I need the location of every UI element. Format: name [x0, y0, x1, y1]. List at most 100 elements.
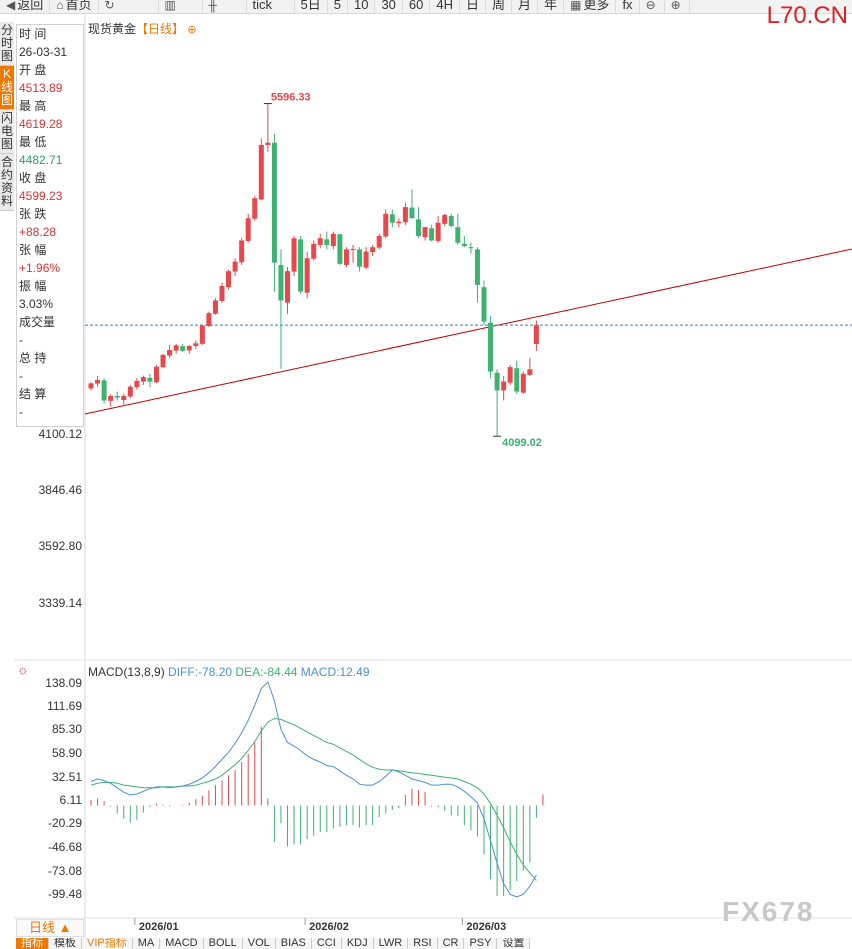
tab-templates[interactable]: 模板	[49, 938, 82, 949]
candle-up	[291, 238, 297, 272]
grid-icon: ▦	[570, 0, 582, 12]
refresh-button[interactable]: ↻	[99, 0, 159, 13]
tab-boll[interactable]: BOLL	[203, 938, 243, 949]
low-value: 4482.71	[19, 153, 63, 167]
macd-dea-line	[90, 717, 537, 881]
price-tick: 3339.14	[38, 596, 82, 610]
low-label: 最 低	[19, 135, 47, 149]
candle-up	[219, 286, 225, 301]
candle-up	[226, 271, 232, 288]
zoom-in-button[interactable]: ⊕	[665, 0, 690, 13]
tab-cr[interactable]: CR	[437, 938, 465, 949]
candle-up	[167, 350, 173, 356]
tab-ma[interactable]: MA	[132, 938, 161, 949]
period-day-button[interactable]: 日	[460, 0, 487, 13]
zoom-out-icon: ⊖	[645, 0, 656, 12]
home-button[interactable]: ⌂ 首页	[50, 0, 99, 13]
max-price-label: 5596.33	[271, 92, 311, 104]
tab-lwr[interactable]: LWR	[373, 938, 409, 949]
refresh-icon: ↻	[104, 0, 115, 12]
tab-settings[interactable]: 设置	[497, 938, 531, 949]
candle-up	[108, 395, 114, 401]
candle-down	[514, 368, 520, 392]
candle-up	[193, 343, 199, 347]
macd-tick: 6.11	[59, 793, 82, 807]
more-button[interactable]: ▦ 更多	[564, 0, 617, 13]
candle-up	[330, 233, 336, 247]
candle-up	[258, 144, 264, 200]
candle-down	[494, 372, 500, 391]
candle-up	[199, 325, 205, 344]
period-5min-button[interactable]: 5	[328, 0, 348, 13]
pct-label: 张 幅	[19, 243, 47, 257]
candle-up	[507, 367, 513, 383]
chart-title: 现货黄金【日线】 ⊕	[88, 20, 197, 37]
high-value: 4619.28	[19, 117, 63, 131]
back-button[interactable]: ◀ 返回	[0, 0, 51, 13]
candle-up	[527, 369, 533, 375]
candle-up	[363, 251, 369, 268]
info-panel: 时 间 26-03-31 开 盘 4513.89 最 高 4619.28 最 低…	[16, 24, 84, 427]
open-interest-label: 总 持	[19, 351, 47, 365]
open-interest-value: -	[19, 369, 23, 383]
period-60min-button[interactable]: 60	[403, 0, 431, 13]
amplitude-label: 振 幅	[19, 279, 47, 293]
candle-down	[429, 228, 435, 241]
candle-up	[442, 214, 448, 224]
period-30min-button[interactable]: 30	[375, 0, 403, 13]
candle-down	[271, 142, 277, 263]
tab-bias[interactable]: BIAS	[275, 938, 312, 949]
tab-indicators[interactable]: 指标	[16, 938, 49, 949]
macd-tick: -99.48	[47, 887, 82, 901]
macd-tick: -20.29	[47, 816, 82, 830]
period-year-button[interactable]: 年	[538, 0, 565, 13]
period-month-button[interactable]: 月	[512, 0, 539, 13]
candle-up	[134, 380, 140, 388]
macd-dif-line	[90, 681, 537, 898]
zoom-out-button[interactable]: ⊖	[640, 0, 665, 13]
candle-up	[265, 142, 271, 145]
tab-flash[interactable]: 闪电图	[0, 110, 14, 154]
candle-down	[488, 322, 494, 372]
indicator-button[interactable]: ╫	[203, 0, 247, 13]
trend-line	[84, 248, 852, 415]
tab-cci[interactable]: CCI	[311, 938, 342, 949]
tab-vol[interactable]: VOL	[242, 938, 276, 949]
macd-settings-icon[interactable]: ☼	[17, 662, 29, 677]
tab-vip-indicators[interactable]: VIP指标	[82, 938, 133, 949]
tab-psy[interactable]: PSY	[464, 938, 498, 949]
candle-up	[121, 395, 127, 400]
date-label: 2026/02	[309, 921, 349, 933]
period-select[interactable]: 日线 ▲	[16, 919, 84, 937]
period-4h-button[interactable]: 4H	[430, 0, 461, 13]
tab-contract[interactable]: 合约资料	[0, 154, 14, 211]
candle-up	[245, 218, 251, 241]
candle-up	[154, 366, 159, 383]
candle-up	[239, 240, 245, 263]
candle-up	[304, 258, 310, 293]
macd-tick: 58.90	[51, 746, 82, 760]
watermark-logo-bottom: FX678	[722, 896, 815, 927]
pct-value: +1.96%	[19, 261, 61, 275]
tab-kdj[interactable]: KDJ	[341, 938, 374, 949]
watermark-logo-top: L70.CN	[766, 2, 848, 29]
tab-kline[interactable]: K线图	[0, 66, 14, 110]
formula-button[interactable]: fx	[616, 0, 640, 13]
candle-up	[370, 247, 376, 253]
period-week-button[interactable]: 周	[486, 0, 513, 13]
price-tick: 3592.80	[38, 539, 82, 553]
tick-button[interactable]: tick	[247, 0, 295, 13]
tab-macd[interactable]: MACD	[160, 938, 204, 949]
period-5day-button[interactable]: 5日	[295, 0, 328, 13]
toolbar: ◀ 返回 ⌂ 首页 ↻ ▥ ╫ tick 5日 5 10 30 60 4H 日 周 …	[0, 0, 852, 14]
candle-up	[317, 238, 323, 245]
macd-value: MACD:12.49	[300, 665, 370, 679]
tab-rsi[interactable]: RSI	[408, 938, 438, 949]
tab-timeshare[interactable]: 分时图	[0, 22, 14, 66]
add-indicator-icon[interactable]: ⊕	[187, 24, 197, 36]
candle-down	[474, 249, 480, 285]
chart-type-button[interactable]: ▥	[159, 0, 203, 13]
period-10min-button[interactable]: 10	[348, 0, 376, 13]
candle-down	[409, 207, 415, 219]
